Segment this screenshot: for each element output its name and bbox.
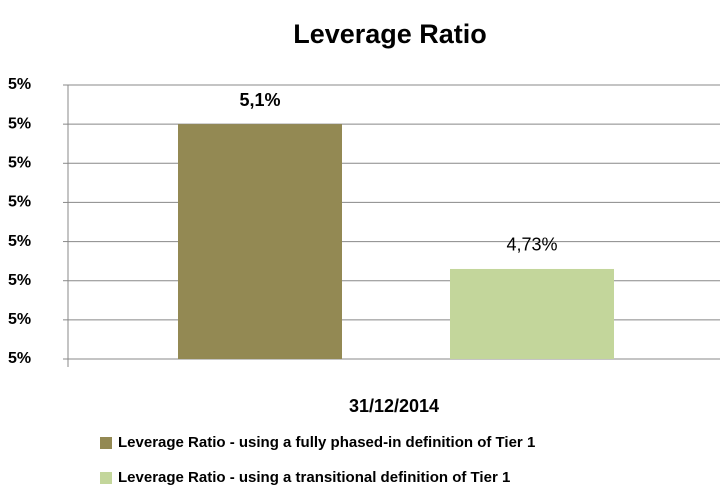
y-tick-label: 5% xyxy=(8,350,31,367)
bar xyxy=(178,124,342,360)
bar xyxy=(450,268,614,359)
legend-label: Leverage Ratio - using a fully phased-in… xyxy=(118,434,535,451)
y-tick-label: 5% xyxy=(8,115,31,132)
legend-swatch xyxy=(100,472,112,484)
y-tick-label: 5% xyxy=(8,233,31,250)
x-tick-label: 31/12/2014 xyxy=(349,396,439,416)
value-label: 5,1% xyxy=(239,90,280,110)
y-tick-label: 5% xyxy=(8,311,31,328)
y-tick-label: 5% xyxy=(8,272,31,289)
y-tick-label: 5% xyxy=(8,194,31,211)
y-tick-label: 5% xyxy=(8,76,31,93)
y-tick-label: 5% xyxy=(8,155,31,172)
legend-swatch xyxy=(100,437,112,449)
value-label: 4,73% xyxy=(506,235,557,255)
legend-label: Leverage Ratio - using a transitional de… xyxy=(118,469,510,486)
chart-title: Leverage Ratio xyxy=(293,19,487,49)
